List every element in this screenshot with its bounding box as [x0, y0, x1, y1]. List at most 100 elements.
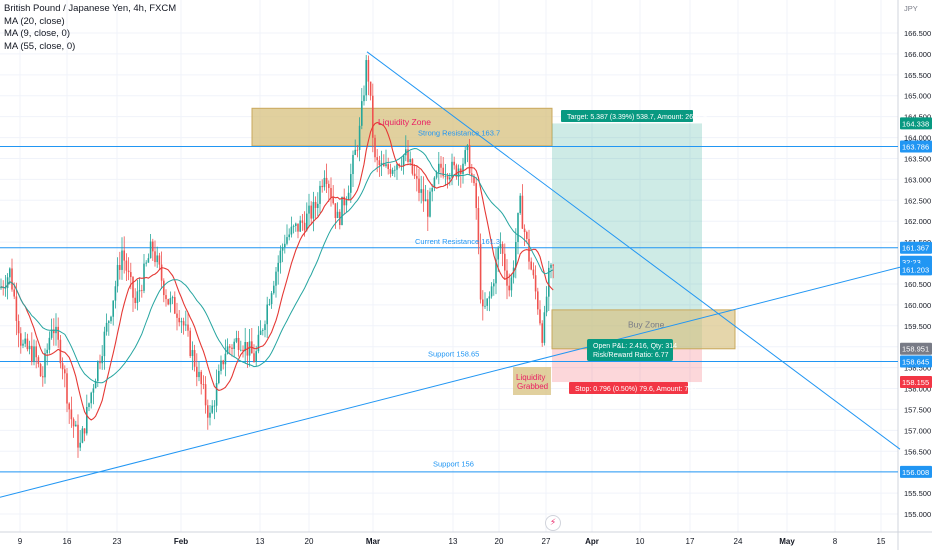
candle-body[interactable] [141, 290, 143, 291]
candle-body[interactable] [64, 369, 66, 374]
candle-body[interactable] [224, 353, 227, 365]
candle-body[interactable] [108, 321, 110, 323]
candle-body[interactable] [119, 265, 121, 270]
candle-body[interactable] [543, 312, 546, 343]
candle-body[interactable] [380, 162, 383, 166]
candle-body[interactable] [515, 242, 517, 268]
candle-body[interactable] [497, 247, 499, 260]
candle-body[interactable] [110, 316, 112, 322]
candle-body[interactable] [539, 309, 541, 324]
candle-body[interactable] [413, 173, 416, 177]
candle-body[interactable] [464, 150, 466, 164]
candle-body[interactable] [112, 300, 114, 317]
candle-body[interactable] [352, 154, 354, 175]
candle-body[interactable] [385, 164, 387, 167]
candle-body[interactable] [88, 403, 90, 407]
candle-body[interactable] [372, 95, 374, 138]
candle-body[interactable] [182, 321, 185, 326]
candle-body[interactable] [248, 341, 251, 356]
candle-body[interactable] [215, 383, 218, 406]
candle-body[interactable] [328, 183, 330, 189]
candle-body[interactable] [149, 241, 152, 259]
candle-body[interactable] [284, 243, 286, 248]
candle-body[interactable] [308, 205, 310, 214]
candle-body[interactable] [68, 403, 70, 410]
candle-body[interactable] [442, 167, 444, 177]
candle-body[interactable] [526, 232, 528, 239]
candle-body[interactable] [77, 424, 79, 448]
candle-body[interactable] [440, 163, 442, 168]
candle-body[interactable] [266, 304, 268, 325]
candle-body[interactable] [116, 265, 119, 287]
candle-body[interactable] [517, 213, 519, 243]
candle-body[interactable] [336, 211, 339, 219]
candle-body[interactable] [17, 320, 20, 334]
candle-body[interactable] [438, 163, 440, 173]
candle-body[interactable] [33, 346, 35, 362]
legend-ma55[interactable]: MA (55, close, 0) [4, 40, 76, 52]
candle-body[interactable] [24, 338, 26, 344]
candle-body[interactable] [193, 350, 196, 367]
candle-body[interactable] [422, 189, 425, 202]
candle-body[interactable] [475, 183, 477, 209]
candle-body[interactable] [306, 213, 308, 231]
candle-body[interactable] [545, 296, 548, 313]
candle-body[interactable] [94, 381, 97, 389]
candle-body[interactable] [66, 373, 68, 404]
candle-body[interactable] [233, 341, 235, 350]
candle-body[interactable] [79, 442, 81, 448]
candle-body[interactable] [429, 191, 431, 217]
candle-body[interactable] [457, 168, 460, 178]
candle-body[interactable] [369, 81, 372, 96]
candle-body[interactable] [231, 347, 233, 350]
candle-body[interactable] [191, 350, 194, 357]
legend-symbol[interactable]: British Pound / Japanese Yen, 4h, FXCM [4, 3, 177, 14]
candle-body[interactable] [114, 286, 117, 301]
candle-body[interactable] [125, 260, 128, 271]
candle-body[interactable] [235, 337, 238, 342]
candle-body[interactable] [237, 337, 240, 350]
candle-body[interactable] [154, 251, 156, 263]
candle-body[interactable] [270, 293, 273, 305]
candle-body[interactable] [178, 317, 180, 323]
candle-body[interactable] [354, 149, 356, 155]
candle-body[interactable] [81, 428, 84, 443]
candle-body[interactable] [35, 346, 37, 358]
candle-body[interactable] [292, 225, 295, 227]
candle-body[interactable] [332, 197, 334, 204]
candle-body[interactable] [138, 290, 141, 292]
candle-body[interactable] [334, 203, 337, 219]
candle-body[interactable] [541, 323, 543, 343]
candle-body[interactable] [343, 196, 345, 206]
candle-body[interactable] [156, 255, 158, 263]
candle-body[interactable] [207, 405, 209, 418]
candle-body[interactable] [152, 241, 154, 252]
candle-body[interactable] [167, 299, 169, 305]
candle-body[interactable] [552, 264, 554, 266]
candle-body[interactable] [136, 291, 139, 304]
candle-body[interactable] [103, 331, 106, 357]
candle-body[interactable] [446, 176, 449, 180]
candle-body[interactable] [325, 177, 328, 184]
candle-body[interactable] [402, 155, 405, 166]
candle-body[interactable] [394, 169, 396, 171]
candle-body[interactable] [257, 334, 260, 352]
candle-body[interactable] [519, 195, 521, 214]
candle-body[interactable] [484, 305, 486, 307]
candle-body[interactable] [229, 346, 231, 348]
candle-body[interactable] [0, 286, 2, 289]
candle-body[interactable] [453, 161, 455, 166]
candle-body[interactable] [268, 304, 271, 305]
candle-body[interactable] [361, 101, 363, 126]
candle-body[interactable] [532, 269, 535, 276]
candle-body[interactable] [317, 203, 319, 208]
candle-body[interactable] [521, 195, 524, 229]
candle-body[interactable] [312, 201, 315, 219]
candle-body[interactable] [46, 349, 48, 354]
candle-body[interactable] [61, 363, 64, 370]
candle-body[interactable] [479, 244, 482, 300]
candle-body[interactable] [6, 277, 9, 288]
candle-body[interactable] [242, 349, 244, 352]
candle-body[interactable] [523, 228, 526, 233]
candle-body[interactable] [548, 267, 550, 297]
